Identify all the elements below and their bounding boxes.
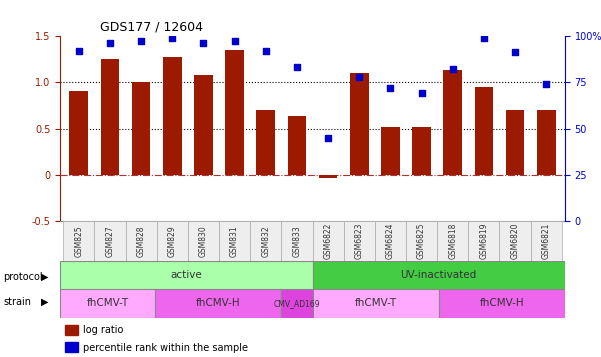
Text: GSM6819: GSM6819: [480, 223, 489, 259]
Point: [355, 74, 364, 79]
Text: GSM832: GSM832: [261, 225, 270, 257]
FancyBboxPatch shape: [155, 289, 281, 318]
FancyBboxPatch shape: [468, 221, 499, 261]
Text: GSM6821: GSM6821: [542, 223, 551, 259]
Point: [323, 135, 333, 141]
Text: fhCMV-T: fhCMV-T: [87, 298, 129, 308]
Bar: [65, 342, 78, 352]
Text: GSM829: GSM829: [168, 225, 177, 257]
FancyBboxPatch shape: [375, 221, 406, 261]
Point: [168, 35, 177, 40]
FancyBboxPatch shape: [60, 261, 313, 289]
FancyBboxPatch shape: [531, 221, 562, 261]
Bar: [350, 73, 368, 175]
Text: GSM6820: GSM6820: [511, 223, 520, 259]
FancyBboxPatch shape: [94, 221, 126, 261]
Point: [105, 40, 115, 46]
Point: [386, 85, 395, 91]
FancyBboxPatch shape: [63, 221, 94, 261]
Text: ▶: ▶: [41, 272, 48, 282]
Bar: [70, 91, 88, 175]
Bar: [505, 110, 525, 175]
FancyBboxPatch shape: [281, 221, 313, 261]
FancyBboxPatch shape: [313, 221, 344, 261]
Bar: [475, 87, 493, 175]
Bar: [288, 116, 307, 175]
Text: GSM6824: GSM6824: [386, 223, 395, 259]
Bar: [537, 110, 555, 175]
Point: [416, 90, 426, 96]
FancyBboxPatch shape: [219, 221, 250, 261]
Point: [448, 66, 457, 72]
Bar: [100, 59, 120, 175]
Text: GSM833: GSM833: [293, 225, 302, 257]
FancyBboxPatch shape: [60, 289, 155, 318]
Text: GDS177 / 12604: GDS177 / 12604: [100, 20, 204, 33]
Text: GSM827: GSM827: [105, 225, 114, 257]
Text: GSM6822: GSM6822: [323, 223, 332, 259]
FancyBboxPatch shape: [499, 221, 531, 261]
Point: [199, 40, 209, 46]
Text: GSM6818: GSM6818: [448, 223, 457, 259]
FancyBboxPatch shape: [250, 221, 281, 261]
Bar: [257, 110, 275, 175]
Point: [136, 39, 146, 44]
Text: UV-inactivated: UV-inactivated: [401, 270, 477, 280]
Text: ▶: ▶: [41, 297, 48, 307]
FancyBboxPatch shape: [406, 221, 437, 261]
Text: fhCMV-H: fhCMV-H: [480, 298, 524, 308]
Text: log ratio: log ratio: [83, 325, 123, 335]
Bar: [225, 50, 244, 175]
Text: fhCMV-H: fhCMV-H: [195, 298, 240, 308]
Text: fhCMV-T: fhCMV-T: [355, 298, 397, 308]
FancyBboxPatch shape: [437, 221, 468, 261]
Text: CMV_AD169: CMV_AD169: [273, 299, 320, 308]
Bar: [444, 70, 462, 175]
Bar: [194, 75, 213, 175]
Point: [292, 64, 302, 70]
Text: active: active: [171, 270, 202, 280]
Text: GSM6825: GSM6825: [417, 223, 426, 259]
Bar: [65, 325, 78, 335]
FancyBboxPatch shape: [313, 261, 565, 289]
Text: GSM825: GSM825: [75, 225, 84, 257]
Point: [261, 48, 270, 54]
Bar: [163, 57, 182, 175]
Point: [542, 81, 551, 87]
FancyBboxPatch shape: [126, 221, 157, 261]
Bar: [319, 175, 337, 178]
FancyBboxPatch shape: [188, 221, 219, 261]
Text: GSM828: GSM828: [136, 225, 145, 257]
Text: percentile rank within the sample: percentile rank within the sample: [83, 343, 248, 353]
Point: [479, 35, 489, 40]
FancyBboxPatch shape: [313, 289, 439, 318]
FancyBboxPatch shape: [281, 289, 313, 318]
Point: [74, 48, 84, 54]
FancyBboxPatch shape: [439, 289, 565, 318]
Text: protocol: protocol: [3, 272, 43, 282]
Text: GSM830: GSM830: [199, 225, 208, 257]
FancyBboxPatch shape: [157, 221, 188, 261]
Text: GSM6823: GSM6823: [355, 223, 364, 259]
Text: strain: strain: [3, 297, 31, 307]
Bar: [132, 82, 150, 175]
Text: GSM831: GSM831: [230, 225, 239, 257]
Bar: [412, 127, 431, 175]
Point: [510, 50, 520, 55]
FancyBboxPatch shape: [344, 221, 375, 261]
Bar: [381, 127, 400, 175]
Point: [230, 39, 239, 44]
